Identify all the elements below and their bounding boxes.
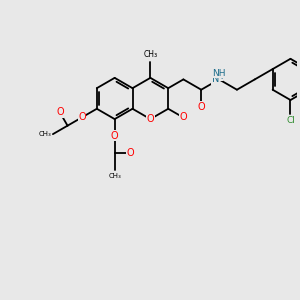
Text: CH₃: CH₃ bbox=[39, 131, 51, 137]
Text: CH₃: CH₃ bbox=[108, 173, 121, 179]
Text: Cl: Cl bbox=[286, 116, 295, 125]
Text: CH₃: CH₃ bbox=[144, 50, 158, 59]
Text: O: O bbox=[147, 114, 154, 124]
Text: O: O bbox=[197, 102, 205, 112]
Text: O: O bbox=[126, 148, 134, 158]
Text: N: N bbox=[212, 74, 219, 84]
Text: O: O bbox=[111, 131, 118, 141]
Text: O: O bbox=[179, 112, 187, 122]
Text: O: O bbox=[56, 107, 64, 117]
Text: H: H bbox=[216, 72, 222, 81]
Text: NH: NH bbox=[212, 69, 226, 78]
Text: O: O bbox=[78, 112, 86, 122]
